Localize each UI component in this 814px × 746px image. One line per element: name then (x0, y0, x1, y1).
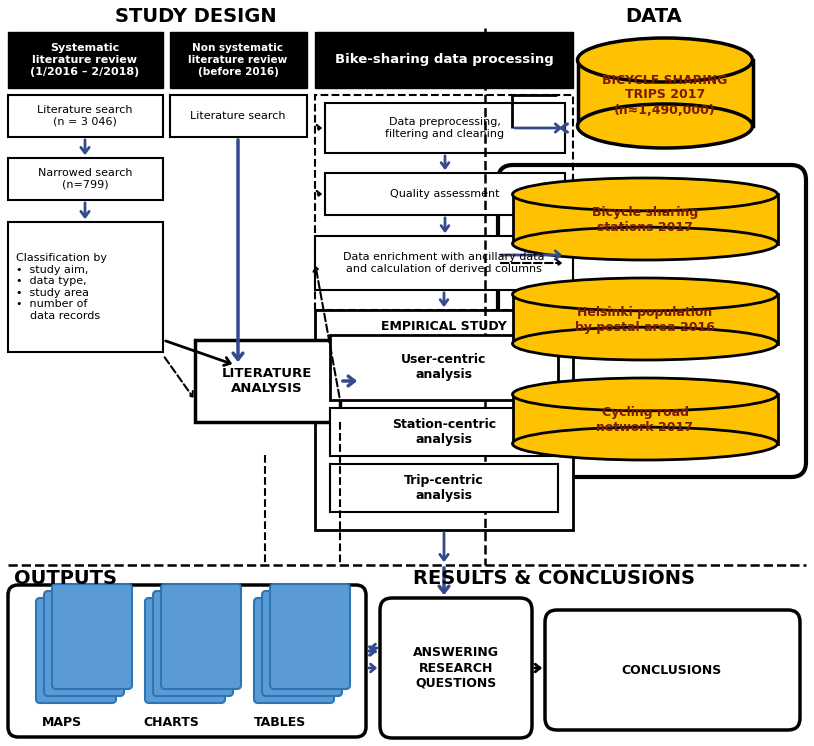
Text: BICYCLE SHARING
TRIPS 2017
(n≈1,490,000): BICYCLE SHARING TRIPS 2017 (n≈1,490,000) (602, 74, 728, 116)
Text: Bike-sharing data processing: Bike-sharing data processing (335, 54, 554, 66)
Text: Trip-centric
analysis: Trip-centric analysis (404, 474, 484, 502)
Ellipse shape (513, 178, 777, 211)
Ellipse shape (513, 378, 777, 411)
Bar (170, 32, 307, 88)
Text: ANSWERING
RESEARCH
QUESTIONS: ANSWERING RESEARCH QUESTIONS (413, 647, 499, 689)
Text: DATA: DATA (625, 7, 682, 25)
Text: Data enrichment with ancillary data
and calculation of derived columns: Data enrichment with ancillary data and … (344, 252, 545, 274)
Bar (8, 95, 163, 137)
Text: Literature search: Literature search (190, 111, 286, 121)
Bar (330, 464, 558, 512)
Text: MAPS: MAPS (42, 715, 82, 729)
Text: Data preprocessing,
filtering and cleaning: Data preprocessing, filtering and cleani… (386, 117, 505, 139)
Ellipse shape (577, 104, 752, 148)
Text: Narrowed search
(n=799): Narrowed search (n=799) (37, 168, 132, 189)
Bar (513, 295, 777, 344)
FancyBboxPatch shape (262, 591, 342, 696)
Bar (513, 395, 777, 444)
Text: Classification by
•  study aim,
•  data type,
•  study area
•  number of
    dat: Classification by • study aim, • data ty… (16, 253, 107, 321)
Bar (513, 195, 777, 244)
Bar (325, 103, 565, 153)
Text: Quality assessment: Quality assessment (390, 189, 500, 199)
Bar (325, 173, 565, 215)
FancyBboxPatch shape (498, 165, 806, 477)
Ellipse shape (513, 327, 777, 360)
Ellipse shape (513, 427, 777, 460)
Text: Non systematic
literature review
(before 2016): Non systematic literature review (before… (188, 43, 287, 77)
Bar (330, 335, 558, 400)
Bar (195, 340, 340, 422)
Text: Literature search
(n = 3 046): Literature search (n = 3 046) (37, 105, 133, 127)
Bar (8, 158, 163, 200)
Bar (315, 32, 573, 88)
Text: TABLES: TABLES (254, 715, 306, 729)
FancyBboxPatch shape (545, 610, 800, 730)
FancyBboxPatch shape (254, 598, 334, 703)
Bar (8, 222, 163, 352)
Bar (330, 408, 558, 456)
Text: LITERATURE
ANALYSIS: LITERATURE ANALYSIS (221, 367, 313, 395)
Text: CHARTS: CHARTS (143, 715, 199, 729)
Text: User-centric
analysis: User-centric analysis (401, 353, 487, 381)
Text: EMPIRICAL STUDY: EMPIRICAL STUDY (381, 319, 507, 333)
Bar (315, 95, 573, 310)
Bar (315, 310, 573, 530)
Ellipse shape (577, 38, 752, 82)
Text: Station-centric
analysis: Station-centric analysis (392, 418, 496, 446)
FancyBboxPatch shape (161, 584, 241, 689)
Text: Helsinki population
by postal area 2016: Helsinki population by postal area 2016 (575, 306, 715, 334)
FancyBboxPatch shape (36, 598, 116, 703)
Text: OUTPUTS: OUTPUTS (14, 568, 117, 588)
Text: Systematic
literature review
(1/2016 – 2/2018): Systematic literature review (1/2016 – 2… (30, 43, 140, 77)
Text: STUDY DESIGN: STUDY DESIGN (115, 7, 277, 25)
Text: CONCLUSIONS: CONCLUSIONS (622, 663, 722, 677)
Text: RESULTS & CONCLUSIONS: RESULTS & CONCLUSIONS (413, 568, 695, 588)
Bar (577, 60, 752, 126)
FancyBboxPatch shape (52, 584, 132, 689)
Text: Cycling road
network 2017: Cycling road network 2017 (597, 406, 694, 434)
FancyBboxPatch shape (8, 585, 366, 737)
Bar (8, 32, 163, 88)
Ellipse shape (513, 278, 777, 311)
FancyBboxPatch shape (380, 598, 532, 738)
Bar (315, 236, 573, 290)
FancyBboxPatch shape (270, 584, 350, 689)
Ellipse shape (513, 228, 777, 260)
Text: Bicycle sharing
stations 2017: Bicycle sharing stations 2017 (592, 206, 698, 234)
FancyBboxPatch shape (44, 591, 124, 696)
FancyBboxPatch shape (153, 591, 233, 696)
FancyBboxPatch shape (145, 598, 225, 703)
Bar (170, 95, 307, 137)
